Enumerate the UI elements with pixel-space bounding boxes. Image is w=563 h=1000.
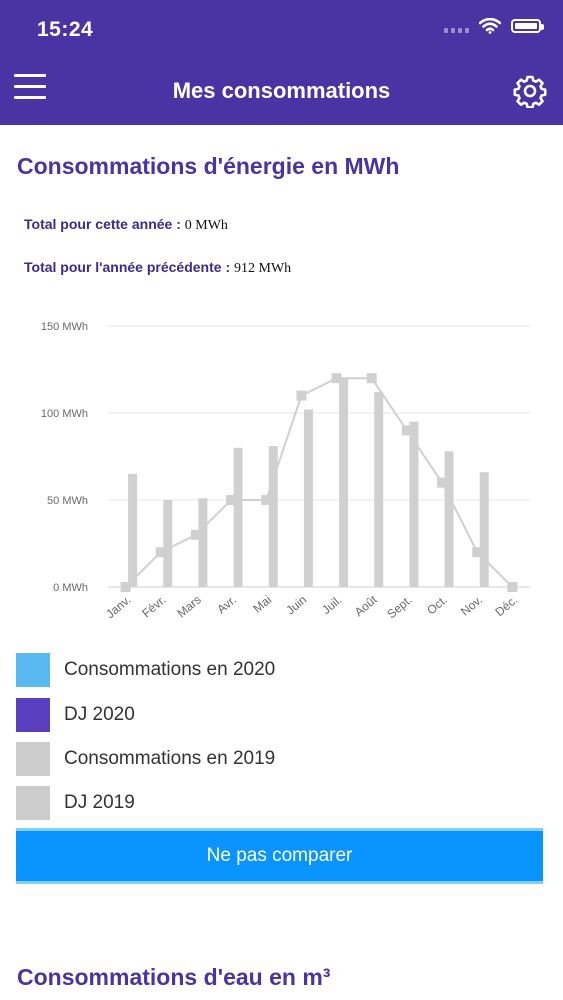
status-icons [444,18,544,34]
y-tick-label: 50 MWh [47,495,88,507]
y-tick-label: 100 MWh [41,408,88,420]
bar [479,472,489,587]
bar [303,409,313,587]
legend-item[interactable]: DJ 2020 [16,697,135,733]
y-tick-label: 150 MWh [41,321,88,333]
previous-year-total-label: Total pour l'année précédente : [24,259,231,275]
hamburger-menu-icon[interactable] [14,74,46,104]
bar [233,447,243,587]
dj-point [507,582,518,592]
legend-item[interactable]: Consommations en 2020 [16,652,275,688]
status-time: 15:24 [37,18,94,41]
dj-point [366,373,377,384]
bar [409,421,419,587]
previous-year-total: Total pour l'année précédente : 912 MWh [24,259,291,277]
x-tick-label: Mars [174,593,203,621]
x-tick-label: Janv. [103,593,133,622]
dj-point [120,582,131,592]
page-title: Mes consommations [172,78,391,103]
x-tick-label: Nov. [458,593,485,619]
water-section-title: Consommations d'eau en m³ [17,964,331,990]
gear-icon[interactable] [513,74,547,108]
legend-label: DJ 2019 [64,792,135,813]
previous-year-total-value: 912 MWh [234,261,292,276]
x-tick-label: Juin [283,593,309,618]
current-year-total-label: Total pour cette année : [24,216,181,232]
bar [268,446,278,587]
compare-toggle-button[interactable]: Ne pas comparer [16,828,543,884]
cellular-signal-icon [444,19,469,33]
x-tick-label: Mai [250,593,274,616]
dj-point [190,529,201,540]
x-tick-label: Févr. [139,593,168,621]
bar [444,451,454,587]
dj-point [437,477,448,488]
current-year-total-value: 0 MWh [184,218,228,233]
current-year-total: Total pour cette année : 0 MWh [24,216,228,234]
dj-point [331,373,342,384]
app-header: 15:24 Mes consommations [0,0,563,125]
dj-line [124,377,514,588]
legend-swatch [16,786,50,820]
x-tick-label: Avr. [214,593,239,617]
dj-point [296,390,307,401]
bar [198,498,208,587]
legend-label: DJ 2020 [64,704,135,725]
legend-swatch [16,742,50,776]
legend-item[interactable]: DJ 2019 [16,785,135,821]
battery-icon [511,19,544,33]
x-tick-label: Déc. [492,593,520,620]
legend-item[interactable]: Consommations en 2019 [16,741,275,777]
legend-swatch [16,653,50,687]
wifi-icon [479,18,501,34]
energy-chart: 150 MWh 100 MWh 50 MWh 0 MWh Janv. Févr. Mars A… [41,321,530,622]
bar [163,500,173,587]
dj-point [401,425,412,436]
bar [374,392,384,587]
bar [128,473,138,587]
legend-label: Consommations en 2019 [64,748,276,769]
energy-section-title: Consommations d'énergie en MWh [17,153,400,179]
legend-label: Consommations en 2020 [64,659,276,680]
dj-point [155,547,166,558]
legend-swatch [16,698,50,732]
dj-point [261,495,272,505]
dj-point [226,495,237,505]
x-tick-label: Août [352,592,380,619]
bar [339,378,349,587]
x-tick-label: Sept. [384,593,414,622]
x-tick-label: Juil. [319,593,344,617]
x-tick-label: Oct. [424,593,450,618]
y-tick-label: 0 MWh [53,582,88,594]
dj-point [472,547,483,558]
